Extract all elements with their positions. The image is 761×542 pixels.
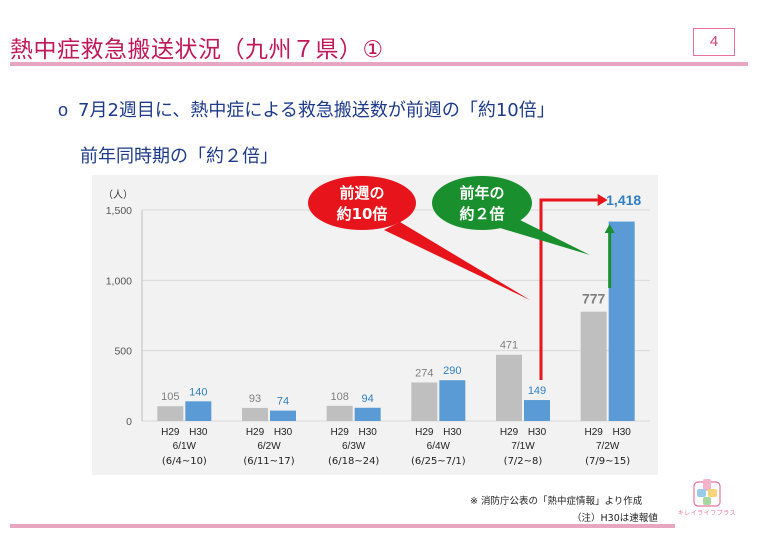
category-label: 6/1W (173, 441, 197, 452)
date-range-label: (7/9~15) (585, 456, 630, 467)
bar-h29-4 (411, 382, 438, 421)
y-axis-unit-label: （人） (103, 189, 133, 201)
bar-h29-6 (580, 311, 607, 421)
data-label-h29-4: 274 (415, 367, 433, 379)
series-tick-label: H29 (415, 427, 434, 438)
title-divider (10, 62, 748, 66)
slide-title: 熱中症救急搬送状況（九州７県）① (10, 37, 384, 63)
date-range-label: (6/11~17) (243, 456, 294, 467)
data-label-h30-6: 1,418 (606, 192, 641, 208)
data-label-h30-5: 149 (528, 385, 546, 397)
category-label: 6/3W (342, 441, 366, 452)
series-tick-label: H29 (161, 427, 180, 438)
series-tick-label: H29 (584, 427, 603, 438)
red-callout-line1: 前週の (339, 184, 384, 202)
data-label-h30-4: 290 (443, 365, 461, 377)
series-tick-label: H30 (358, 427, 377, 438)
y-tick-label: 0 (126, 416, 132, 428)
series-tick-label: H30 (274, 427, 293, 438)
category-label: 6/2W (257, 441, 281, 452)
y-tick-label: 1,000 (106, 275, 132, 287)
logo-caption: キレイライフプラス (677, 510, 737, 517)
bar-h29-2 (242, 407, 268, 421)
preliminary-footnote: （注）H30は速報値 (572, 513, 658, 524)
green-arrow-head (604, 224, 615, 233)
series-tick-label: H29 (330, 427, 349, 438)
bullet-marker: o (58, 100, 69, 120)
data-label-h30-1: 140 (189, 386, 207, 398)
data-label-h29-6: 777 (582, 291, 606, 307)
page-number-badge: 4 (693, 28, 735, 56)
data-label-h29-2: 93 (249, 393, 261, 405)
red-arrow-head (597, 194, 608, 206)
series-tick-label: H30 (612, 427, 631, 438)
y-tick-label: 1,500 (106, 205, 132, 217)
y-tick-label: 500 (114, 346, 132, 358)
date-range-label: (6/25~7/1) (411, 456, 466, 467)
kirei-life-plus-logo (693, 479, 721, 507)
bar-h30-4 (439, 380, 466, 421)
bullet-text-line1: 7月2週目に、熱中症による救急搬送数が前週の「約10倍」 (78, 100, 555, 121)
bar-h30-6 (608, 221, 635, 421)
date-range-label: (6/18~24) (328, 456, 379, 467)
date-range-label: (7/2~8) (504, 456, 543, 467)
bar-h29-3 (326, 405, 353, 421)
green-callout-line1: 前年の (459, 184, 504, 202)
series-tick-label: H29 (500, 427, 519, 438)
category-label: 6/4W (427, 441, 451, 452)
category-label: 7/2W (596, 441, 620, 452)
bar-h30-2 (270, 410, 296, 421)
date-range-label: (6/4~10) (162, 456, 207, 467)
bullet-point: o 7月2週目に、熱中症による救急搬送数が前週の「約10倍」 (58, 96, 555, 122)
bar-h29-1 (157, 406, 184, 421)
red-callout-tail (384, 222, 530, 300)
bar-h30-3 (354, 407, 381, 421)
series-tick-label: H30 (189, 427, 208, 438)
green-callout-bubble (432, 176, 532, 230)
series-tick-label: H30 (443, 427, 462, 438)
series-tick-label: H29 (246, 427, 265, 438)
green-callout-line2: 約２倍 (459, 205, 504, 223)
source-footnote: ※ 消防庁公表の「熱中症情報」より作成 (470, 496, 643, 507)
red-trend-arrow-line (539, 198, 598, 381)
bar-h30-5 (524, 400, 550, 421)
bar-h30-1 (185, 401, 212, 421)
bullet-text-line2: 前年同時期の「約２倍」 (80, 146, 278, 167)
footer-divider (10, 524, 675, 528)
data-label-h30-3: 94 (362, 393, 374, 405)
red-callout-bubble (308, 176, 416, 230)
category-label: 7/1W (511, 441, 535, 452)
bar-h29-5 (496, 354, 522, 421)
red-callout-line2: 約10倍 (337, 205, 388, 223)
data-label-h29-3: 108 (330, 391, 348, 403)
data-label-h29-1: 105 (161, 391, 179, 403)
data-label-h29-5: 471 (500, 340, 518, 352)
series-tick-label: H30 (528, 427, 547, 438)
data-label-h30-2: 74 (277, 396, 289, 408)
green-callout-tail (500, 220, 590, 255)
